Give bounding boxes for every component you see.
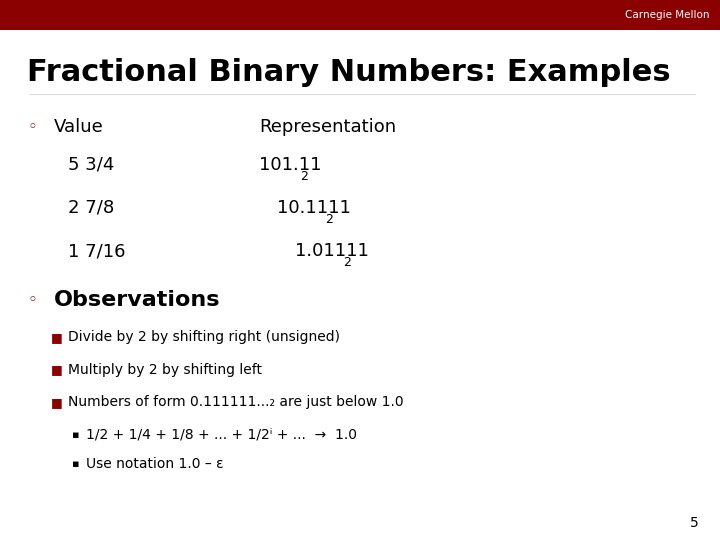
Text: 5: 5	[690, 516, 698, 530]
Text: 1/2 + 1/4 + 1/8 + ... + 1/2ⁱ + ...  →  1.0: 1/2 + 1/4 + 1/8 + ... + 1/2ⁱ + ... → 1.0	[86, 428, 357, 442]
Text: 10.1111: 10.1111	[277, 199, 351, 217]
Text: Use notation 1.0 – ε: Use notation 1.0 – ε	[86, 457, 224, 471]
Text: Multiply by 2 by shifting left: Multiply by 2 by shifting left	[68, 363, 262, 377]
Text: ■: ■	[50, 363, 62, 376]
Text: Numbers of form 0.111111...₂ are just below 1.0: Numbers of form 0.111111...₂ are just be…	[68, 395, 404, 409]
Text: Representation: Representation	[259, 118, 396, 136]
Text: Carnegie Mellon: Carnegie Mellon	[625, 10, 709, 20]
Text: Observations: Observations	[54, 289, 220, 310]
Text: ◦: ◦	[27, 118, 37, 136]
Text: Fractional Binary Numbers: Examples: Fractional Binary Numbers: Examples	[27, 58, 671, 87]
Text: Divide by 2 by shifting right (unsigned): Divide by 2 by shifting right (unsigned)	[68, 330, 341, 345]
Text: 2 7/8: 2 7/8	[68, 199, 114, 217]
Text: 1.01111: 1.01111	[295, 242, 369, 260]
Text: ◦: ◦	[27, 291, 37, 309]
Text: 2: 2	[343, 256, 351, 269]
Text: 2: 2	[300, 170, 308, 183]
Text: 2: 2	[325, 213, 333, 226]
Bar	[0, 0, 720, 30]
Text: ■: ■	[50, 331, 62, 344]
Text: 101.11: 101.11	[259, 156, 322, 174]
Text: ▪: ▪	[72, 460, 79, 469]
Text: Value: Value	[54, 118, 104, 136]
Text: 5 3/4: 5 3/4	[68, 156, 114, 174]
Text: ▪: ▪	[72, 430, 79, 440]
Text: 1 7/16: 1 7/16	[68, 242, 126, 260]
Text: ■: ■	[50, 396, 62, 409]
